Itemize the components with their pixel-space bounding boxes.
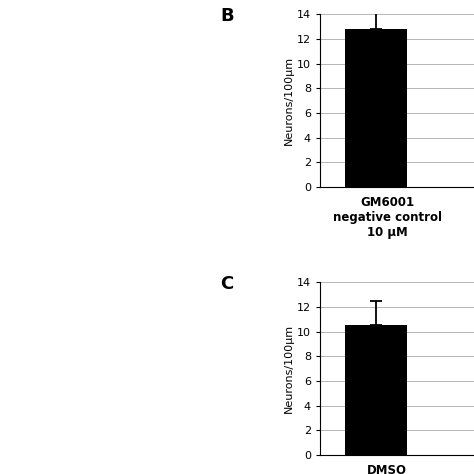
Y-axis label: Neurons/100μm: Neurons/100μm xyxy=(284,324,294,413)
Bar xyxy=(346,29,408,187)
Text: DMSO
control: DMSO control xyxy=(364,464,410,474)
Text: C: C xyxy=(220,275,233,293)
Text: GM6001
negative control
10 μM: GM6001 negative control 10 μM xyxy=(333,196,442,239)
Text: B: B xyxy=(220,7,234,25)
Y-axis label: Neurons/100μm: Neurons/100μm xyxy=(284,56,294,145)
Bar xyxy=(346,325,408,455)
